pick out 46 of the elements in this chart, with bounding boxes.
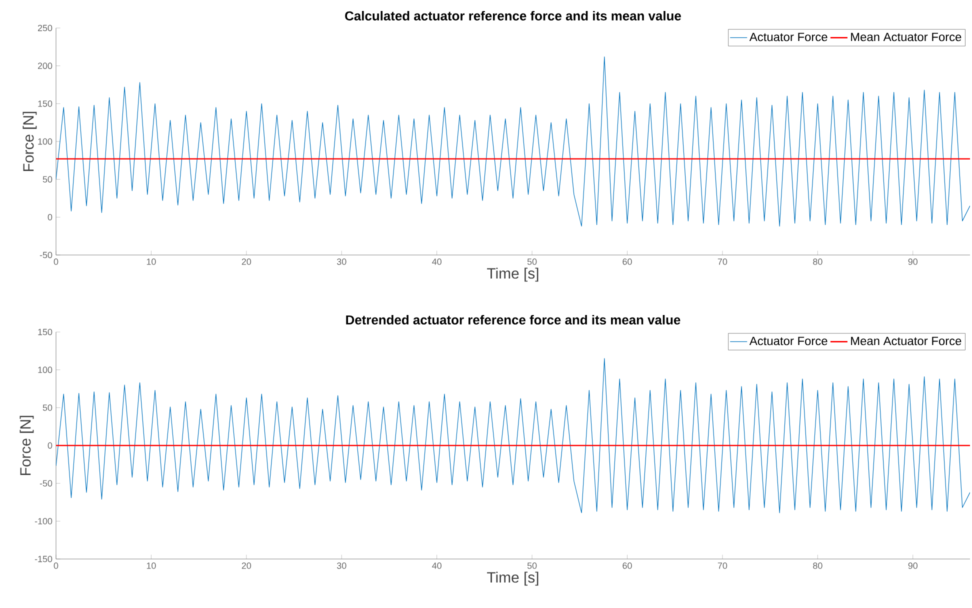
y-tick-label: 150	[38, 100, 52, 107]
x-tick-label: 40	[432, 562, 442, 569]
x-tick-label: 20	[242, 562, 252, 569]
x-tick-label: 10	[146, 258, 156, 265]
x-tick-label: 60	[622, 562, 632, 569]
x-tick-label: 80	[813, 258, 822, 265]
x-tick-label: 60	[622, 258, 632, 265]
x-tick-label: 10	[146, 562, 156, 569]
y-tick-label: 100	[38, 366, 52, 374]
y-tick-label: 50	[42, 176, 52, 183]
x-tick-label: 30	[336, 258, 346, 265]
x-tick-label: 30	[336, 562, 346, 569]
x-tick-label: 40	[432, 258, 442, 265]
line-series	[56, 358, 970, 514]
y-tick-label: -100	[34, 518, 52, 524]
y-axis-title: Force [N]	[22, 112, 37, 171]
y-tick-label: 200	[38, 62, 52, 70]
x-tick-label: 70	[718, 258, 728, 265]
line-series	[56, 56, 970, 227]
x-axis-title: Time [s]	[487, 572, 538, 586]
x-tick-label: 90	[908, 258, 918, 265]
x-axis-title: Time [s]	[487, 268, 538, 282]
legend-label: Mean Actuator Force	[851, 336, 962, 346]
y-tick-label: 50	[42, 404, 52, 411]
legend-label: Actuator Force	[749, 336, 828, 346]
x-tick-label: 80	[813, 562, 822, 569]
x-tick-label: 20	[242, 258, 252, 265]
chart-title: Calculated actuator reference force and its mean value	[345, 10, 681, 20]
x-tick-label: 50	[527, 562, 537, 569]
y-tick-label: 0	[48, 214, 52, 220]
y-tick-label: -150	[34, 556, 52, 562]
x-tick-label: 70	[718, 562, 728, 569]
y-tick-label: 0	[48, 442, 52, 449]
x-tick-label: 0	[54, 258, 58, 265]
y-tick-label: -50	[40, 252, 52, 258]
legend-label: Mean Actuator Force	[851, 32, 962, 42]
x-tick-label: 90	[908, 562, 918, 569]
y-tick-label: 150	[38, 328, 52, 336]
y-tick-label: 100	[38, 138, 52, 145]
legend-label: Actuator Force	[749, 32, 828, 42]
y-tick-label: -50	[40, 480, 52, 487]
chart-title: Detrended actuator reference force and its mean value	[346, 314, 680, 324]
y-tick-label: 250	[38, 24, 52, 32]
x-tick-label: 50	[527, 258, 537, 265]
x-tick-label: 0	[54, 562, 58, 569]
y-axis-title: Force [N]	[20, 416, 34, 476]
